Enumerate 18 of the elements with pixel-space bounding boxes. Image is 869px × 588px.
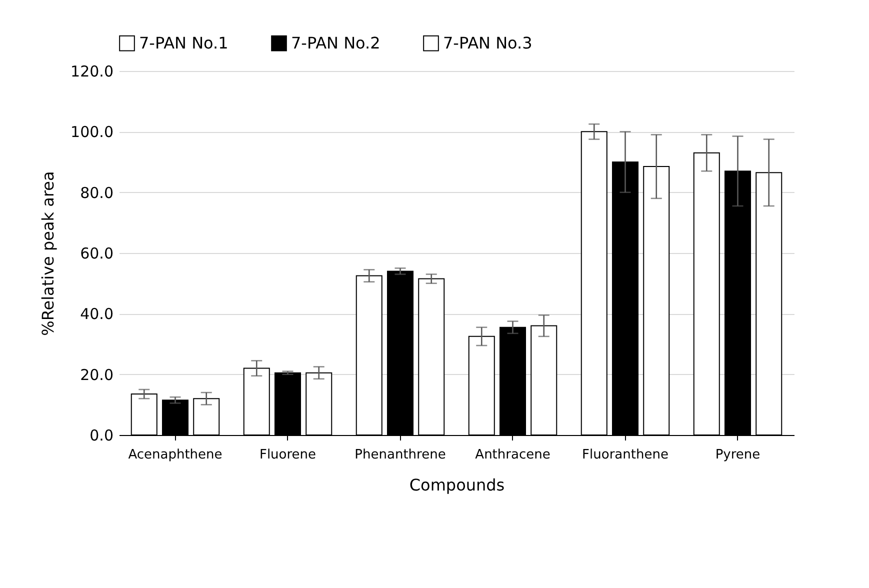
y-tick-label: 120.0	[70, 62, 114, 80]
legend-label: 7-PAN No.1	[139, 33, 228, 52]
y-tick-label: 80.0	[80, 184, 114, 202]
legend-label: 7-PAN No.2	[291, 33, 380, 52]
x-tick-label: Acenaphthene	[128, 448, 222, 462]
x-tick-label: Phenanthrene	[354, 448, 446, 462]
y-tick-label: 0.0	[90, 426, 114, 444]
y-tick-label: 40.0	[80, 305, 114, 324]
x-tick-label: Pyrene	[715, 448, 760, 462]
y-tick-label: 60.0	[80, 244, 114, 262]
y-tick-label: 20.0	[80, 366, 114, 384]
y-tick-label: 100.0	[70, 123, 114, 142]
x-tick-label: Fluoranthene	[582, 448, 668, 462]
legend-label: 7-PAN No.3	[443, 33, 532, 52]
y-axis-title: %Relative peak area	[38, 171, 58, 336]
x-axis-title: Compounds	[409, 476, 505, 494]
x-tick-label: Anthracene	[475, 448, 550, 462]
x-tick-label: Fluorene	[259, 448, 316, 462]
